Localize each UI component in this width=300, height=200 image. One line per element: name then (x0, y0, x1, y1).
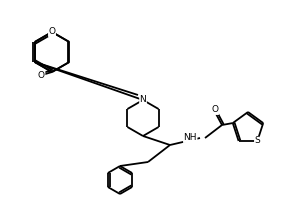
Text: NH: NH (184, 134, 197, 142)
Text: S: S (254, 136, 260, 145)
Text: O: O (38, 71, 45, 80)
Text: N: N (140, 96, 146, 104)
Text: O: O (212, 106, 218, 114)
Text: O: O (49, 27, 56, 36)
